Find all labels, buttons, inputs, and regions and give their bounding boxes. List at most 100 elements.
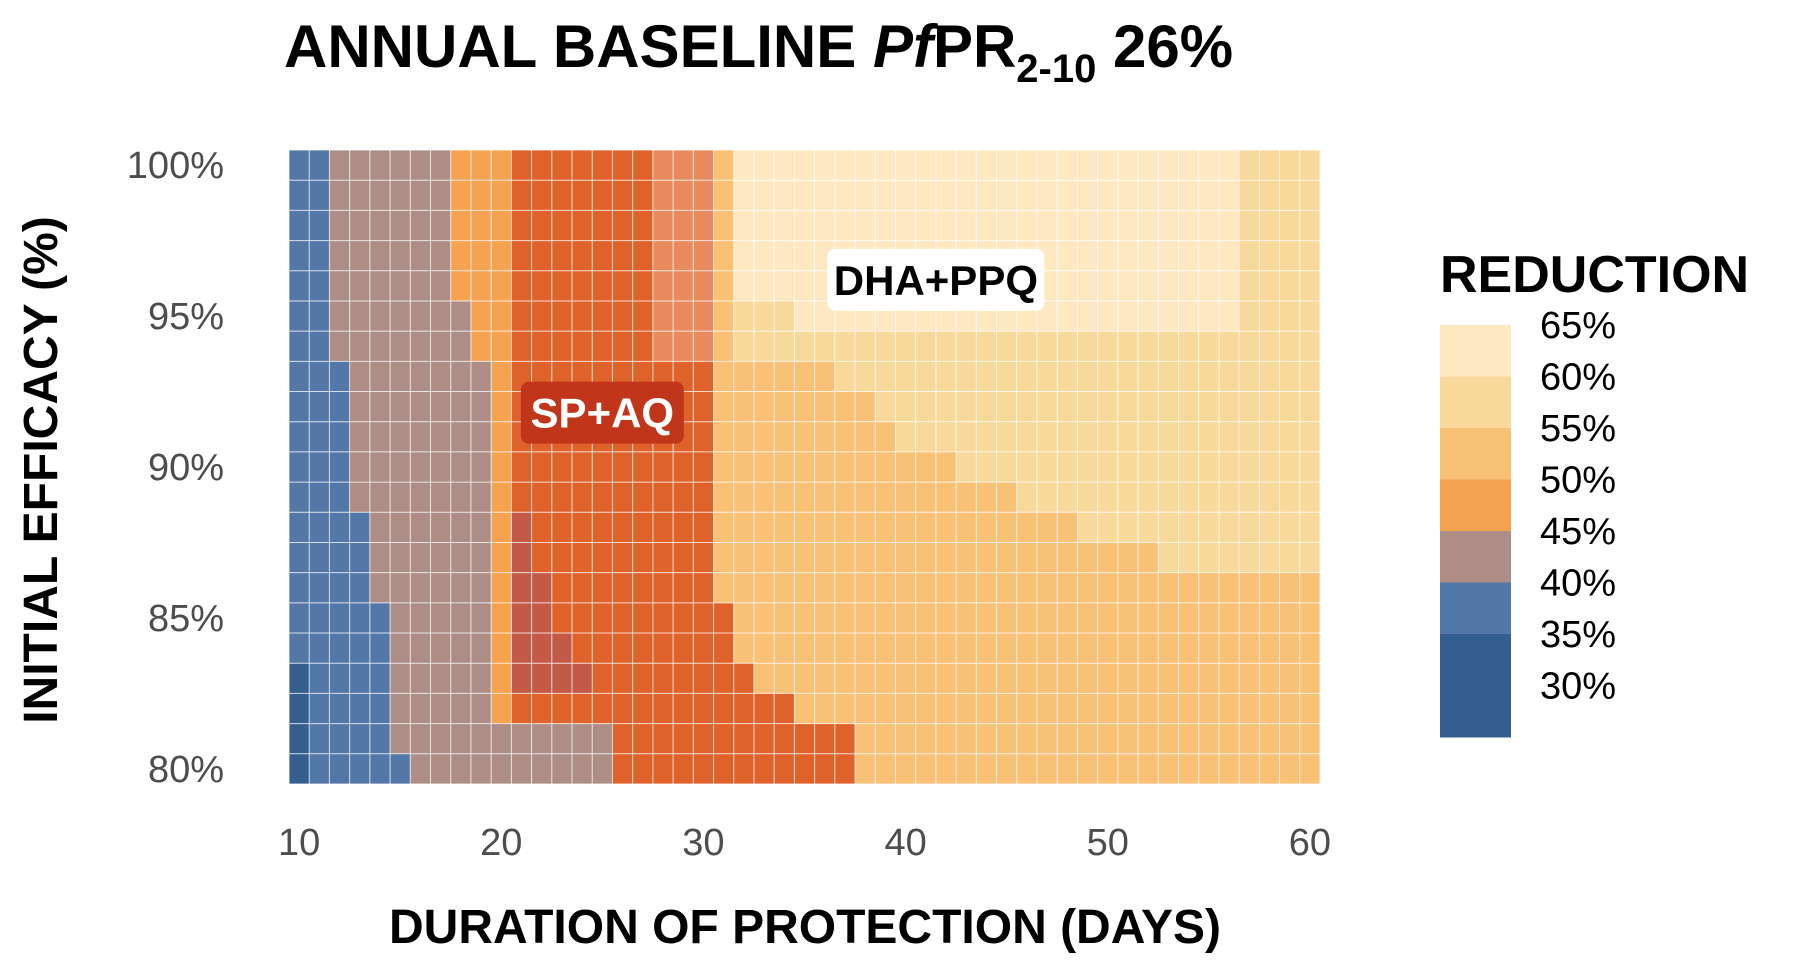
- heatmap-cell: [1279, 391, 1300, 422]
- heatmap-cell: [1077, 693, 1098, 724]
- heatmap-cell: [652, 240, 674, 271]
- heatmap-cell: [875, 331, 896, 362]
- heatmap-cell: [349, 270, 370, 301]
- heatmap-cell: [551, 180, 573, 211]
- heatmap-cell: [1279, 270, 1300, 301]
- heatmap-cell: [1077, 421, 1098, 452]
- heatmap-cell: [996, 210, 1017, 241]
- heatmap-cell: [855, 512, 876, 543]
- heatmap-cell: [1057, 482, 1078, 513]
- heatmap-cell: [956, 331, 977, 362]
- legend: REDUCTION 65% 60% 55% 50% 45% 40% 35% 30%: [1440, 246, 1749, 738]
- heatmap-cell: [733, 300, 754, 332]
- heatmap-cell: [834, 542, 856, 573]
- heatmap-cell: [1239, 391, 1260, 422]
- heatmap-cell: [329, 210, 350, 241]
- heatmap-cell: [491, 451, 512, 483]
- heatmap-cell: [470, 602, 492, 634]
- heatmap-cell: [774, 693, 795, 724]
- heatmap-cell: [1036, 391, 1058, 422]
- heatmap-cell: [531, 542, 552, 573]
- heatmap-cell: [1259, 451, 1280, 483]
- heatmap-cell: [915, 723, 936, 754]
- heatmap-cell: [956, 633, 977, 664]
- heatmap-cell: [834, 451, 856, 483]
- heatmap-cell: [430, 753, 451, 784]
- heatmap-cell: [1138, 391, 1159, 422]
- heatmap-cell: [1158, 210, 1179, 241]
- heatmap-cell: [632, 482, 653, 513]
- y-tick-label: 80%: [148, 749, 224, 791]
- heatmap-cell: [774, 361, 795, 392]
- heatmap-cell: [814, 693, 835, 724]
- heatmap-cell: [1178, 482, 1199, 513]
- heatmap-cell: [915, 210, 936, 241]
- heatmap-cell: [935, 633, 957, 664]
- heatmap-cell: [814, 421, 835, 452]
- heatmap-cell: [976, 572, 997, 603]
- heatmap-cell: [693, 270, 714, 301]
- heatmap-cell: [491, 512, 512, 543]
- heatmap-cell: [794, 572, 815, 603]
- heatmap-cell: [1158, 723, 1179, 754]
- heatmap-cell: [753, 300, 775, 332]
- heatmap-cell: [1279, 300, 1300, 332]
- heatmap-cell: [996, 451, 1017, 483]
- heatmap-cell: [1117, 633, 1139, 664]
- heatmap-cell: [1138, 723, 1159, 754]
- heatmap-cell: [713, 210, 734, 241]
- heatmap-cell: [1138, 572, 1159, 603]
- heatmap-cell: [673, 482, 694, 513]
- heatmap-cell: [713, 572, 734, 603]
- heatmap-cell: [531, 270, 552, 301]
- heatmap-cell: [612, 633, 633, 664]
- heatmap-cell: [713, 391, 734, 422]
- heatmap-cell: [1178, 693, 1199, 724]
- heatmap-cell: [855, 723, 876, 754]
- heatmap-cell: [1117, 451, 1139, 483]
- heatmap-cell: [612, 753, 633, 784]
- heatmap-cell: [1057, 421, 1078, 452]
- heatmap-cell: [369, 180, 391, 211]
- heatmap-cell: [511, 572, 532, 603]
- heatmap-cell: [875, 633, 896, 664]
- heatmap-cell: [875, 391, 896, 422]
- heatmap-cell: [632, 512, 653, 543]
- heatmap-cell: [1218, 602, 1240, 634]
- heatmap-cell: [329, 391, 350, 422]
- heatmap-cell: [430, 240, 451, 271]
- heatmap-cell: [369, 542, 391, 573]
- heatmap-cell: [410, 572, 431, 603]
- heatmap-cell: [612, 331, 633, 362]
- heatmap-cell: [349, 421, 370, 452]
- heatmap-cell: [855, 150, 876, 181]
- heatmap-cell: [551, 270, 573, 301]
- heatmap-cell: [1097, 210, 1118, 241]
- heatmap-cell: [369, 663, 391, 694]
- heatmap-cell: [1279, 723, 1300, 754]
- heatmap-cell: [349, 633, 370, 664]
- heatmap-cell: [491, 482, 512, 513]
- heatmap-cell: [713, 663, 734, 694]
- heatmap-cell: [430, 512, 451, 543]
- heatmap-cell: [1239, 633, 1260, 664]
- heatmap-cell: [834, 572, 856, 603]
- heatmap-cell: [713, 633, 734, 664]
- heatmap-cell: [976, 331, 997, 362]
- heatmap-cell: [1299, 482, 1320, 513]
- heatmap-cell: [855, 572, 876, 603]
- heatmap-cell: [774, 240, 795, 271]
- heatmap-cell: [1097, 361, 1118, 392]
- heatmap-cell: [956, 451, 977, 483]
- heatmap-cell: [733, 633, 754, 664]
- heatmap-cell: [450, 210, 471, 241]
- heatmap-cell: [491, 602, 512, 634]
- heatmap-cell: [1016, 421, 1037, 452]
- heatmap-cell: [794, 602, 815, 634]
- heatmap-cell: [572, 602, 593, 634]
- heatmap-cell: [450, 633, 471, 664]
- heatmap-cell: [1218, 663, 1240, 694]
- heatmap-cell: [855, 210, 876, 241]
- heatmap-cell: [855, 693, 876, 724]
